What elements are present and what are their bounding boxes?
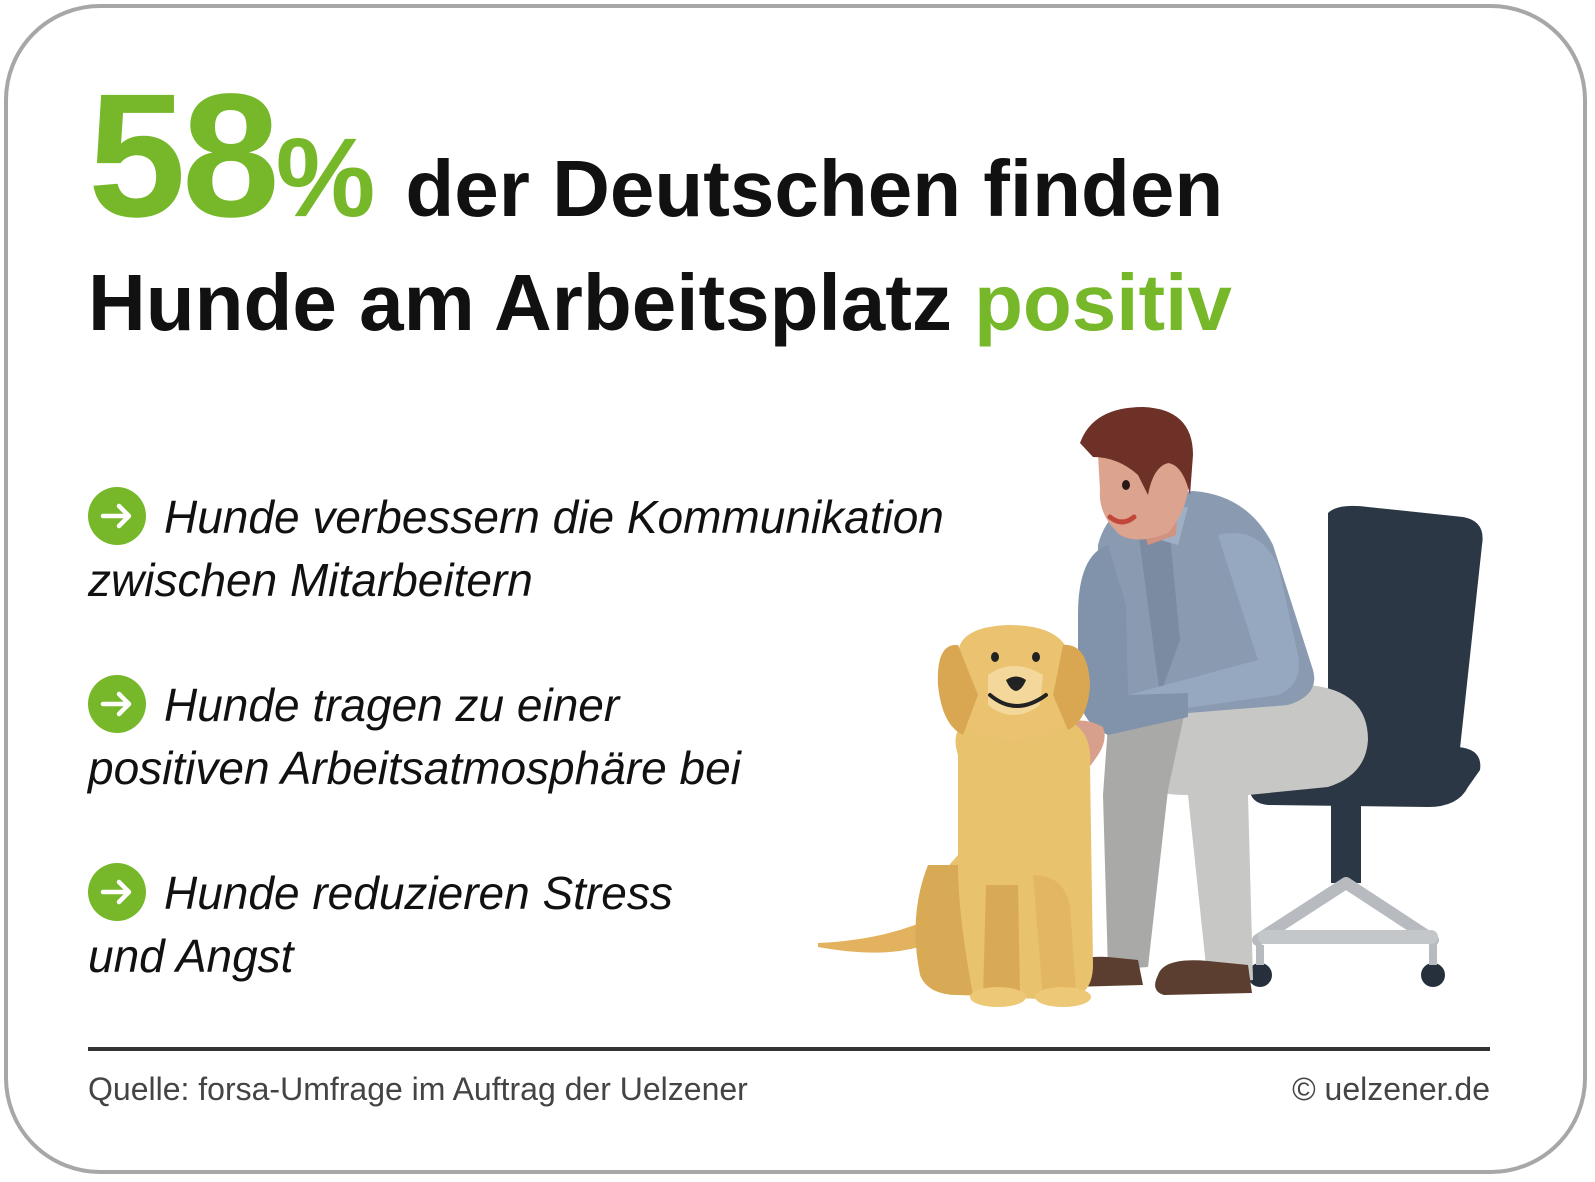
bullet-line-1: Hunde tragen zu einer — [164, 679, 620, 731]
bullet-line-2: zwischen Mitarbeitern — [88, 554, 533, 606]
bullet-list: Hunde verbessern die Kommunikation zwisc… — [88, 486, 948, 1050]
man-with-dog-illustration — [818, 407, 1483, 1007]
bullet-line-1: Hunde reduzieren Stress — [164, 867, 673, 919]
bullet-line-2: positiven Arbeitsatmosphäre bei — [88, 742, 741, 794]
headline-number: 58 — [88, 58, 280, 254]
headline-line-1: 58% der Deutschen finden — [88, 68, 1232, 244]
infographic-card — [4, 4, 1587, 1174]
headline-line-2-text: Hunde am Arbeitsplatz — [88, 258, 952, 347]
bullet-item: Hunde tragen zu einer positiven Arbeitsa… — [88, 674, 948, 800]
bullet-line-1: Hunde verbessern die Kommunikation — [164, 491, 944, 543]
headline-highlight: positiv — [974, 258, 1232, 347]
dog — [818, 625, 1093, 1007]
headline-line-2: Hunde am Arbeitsplatz positiv — [88, 263, 1232, 343]
bullet-line-2: und Angst — [88, 930, 294, 982]
man — [1050, 407, 1368, 995]
headline-line-1-text: der Deutschen finden — [405, 144, 1224, 233]
headline-percent-sign: % — [275, 115, 376, 240]
arrow-right-icon — [88, 487, 146, 545]
arrow-right-icon — [88, 675, 146, 733]
headline: 58% der Deutschen finden Hunde am Arbeits… — [88, 68, 1232, 343]
copyright-note: © uelzener.de — [1292, 1071, 1490, 1107]
bullet-item: Hunde reduzieren Stress und Angst — [88, 862, 948, 988]
source-note: Quelle: forsa-Umfrage im Auftrag der Uel… — [88, 1071, 748, 1107]
arrow-right-icon — [88, 863, 146, 921]
footer-divider — [88, 1047, 1490, 1051]
bullet-item: Hunde verbessern die Kommunikation zwisc… — [88, 486, 948, 612]
